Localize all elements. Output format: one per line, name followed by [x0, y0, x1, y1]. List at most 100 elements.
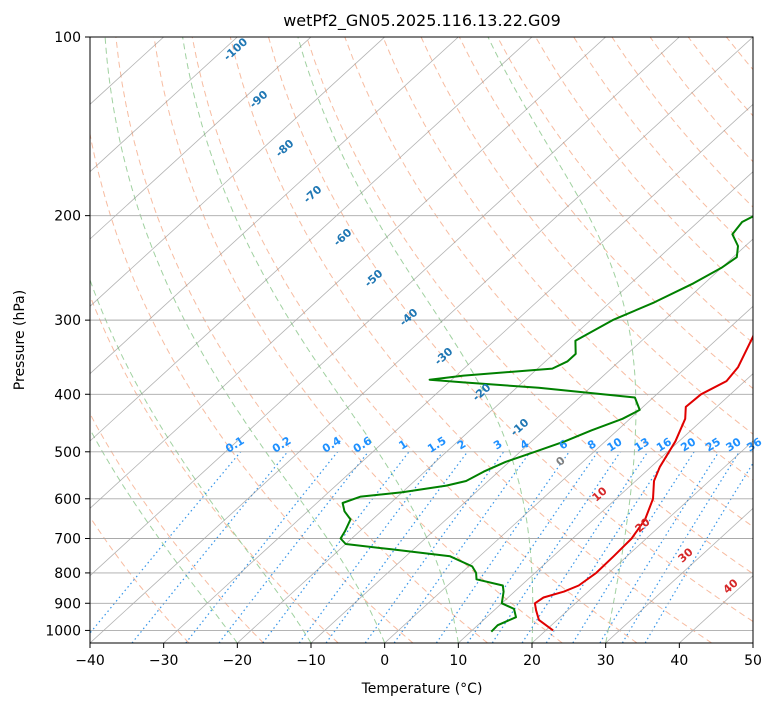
isotherm — [90, 37, 753, 643]
mixing-ratio-label: 1.5 — [425, 434, 448, 455]
mixing-ratio-line — [185, 451, 339, 643]
mixing-ratio-label: 8 — [585, 437, 598, 452]
y-tick-label: 1000 — [45, 623, 81, 639]
dry-adiabat — [573, 37, 753, 254]
dry-adiabat — [458, 37, 753, 390]
mixing-ratio-line — [521, 451, 649, 643]
mixing-ratio-line — [491, 451, 621, 643]
dry-adiabat — [306, 37, 753, 575]
y-tick-label: 200 — [54, 209, 81, 225]
moist-adiabat — [104, 37, 386, 643]
y-tick-label: 500 — [54, 445, 81, 461]
isotherm — [90, 37, 606, 509]
dry-adiabat — [765, 37, 775, 643]
x-tick-label: 0 — [380, 653, 389, 669]
dry-adiabat — [153, 37, 563, 643]
isotherm — [752, 642, 753, 643]
isotherm — [458, 373, 753, 643]
x-tick-label: 30 — [597, 653, 615, 669]
isotherm-label: 30 — [676, 545, 696, 565]
dry-adiabat — [191, 37, 638, 643]
isotherm-label: 10 — [590, 484, 610, 504]
x-tick-label: −10 — [296, 653, 326, 669]
isotherm — [310, 238, 753, 643]
dry-adiabat — [90, 412, 264, 643]
x-tick-label: −30 — [149, 653, 179, 669]
isotherm — [163, 103, 753, 643]
dry-adiabat — [90, 294, 339, 643]
mixing-ratio-label: 0.6 — [351, 434, 375, 456]
dry-adiabat — [115, 37, 488, 643]
dry-adiabat — [90, 516, 190, 643]
plot-frame — [89, 36, 754, 644]
isotherm — [90, 37, 680, 577]
isotherm-label: -50 — [362, 267, 386, 290]
x-axis-label: Temperature (°C) — [361, 681, 483, 697]
mixing-ratio-line — [599, 451, 720, 643]
dry-adiabat — [382, 37, 753, 481]
isotherm-label: -60 — [331, 226, 355, 249]
y-tick-label: 100 — [54, 30, 81, 46]
dewpoint-profile — [339, 215, 753, 633]
moist-adiabat — [487, 37, 637, 643]
isotherm-label: -40 — [397, 306, 421, 329]
x-tick-label: 20 — [523, 653, 541, 669]
x-tick-label: 50 — [744, 653, 762, 669]
isotherm — [90, 37, 459, 375]
dry-adiabat — [496, 37, 753, 344]
moist-adiabat — [90, 428, 238, 643]
mixing-ratio-label: 0.2 — [270, 434, 293, 455]
mixing-ratio-line — [393, 451, 531, 643]
isotherm — [90, 37, 312, 240]
isotherm-label: -70 — [301, 183, 325, 206]
y-tick-label: 800 — [54, 566, 81, 582]
isotherm — [90, 37, 385, 307]
moist-adiabat — [182, 37, 459, 643]
isotherm — [90, 37, 238, 173]
x-tick-label: 10 — [449, 653, 467, 669]
isotherm-label: -80 — [273, 137, 297, 160]
y-axis-label: Pressure (hPa) — [12, 290, 28, 390]
dry-adiabat — [687, 37, 753, 117]
y-tick-label: 300 — [54, 313, 81, 329]
mixing-ratio-line — [621, 451, 740, 643]
isotherm — [605, 507, 753, 643]
dry-adiabat — [229, 37, 712, 643]
isotherm-label: 40 — [721, 576, 741, 596]
y-tick-label: 400 — [54, 387, 81, 403]
isotherm — [531, 440, 753, 643]
isotherm — [384, 305, 753, 643]
y-tick-label: 700 — [54, 532, 81, 548]
mixing-ratio-label: 4 — [518, 437, 532, 452]
x-tick-label: 40 — [670, 653, 688, 669]
temperature-profile — [533, 333, 753, 632]
mixing-ratio-line — [435, 451, 570, 643]
moist-adiabat — [297, 37, 534, 643]
mixing-ratio-label: 1 — [396, 437, 409, 452]
dry-adiabat — [649, 37, 753, 163]
x-tick-label: −20 — [223, 653, 253, 669]
mixing-ratio-line — [466, 451, 599, 643]
moist-adiabat — [90, 278, 312, 643]
mixing-ratio-line — [90, 451, 242, 634]
mixing-ratio-label: 0.1 — [223, 434, 246, 455]
y-tick-label: 600 — [54, 492, 81, 508]
isotherm — [90, 37, 533, 442]
mixing-ratio-label: 2 — [455, 437, 468, 452]
x-tick-label: −40 — [75, 653, 105, 669]
mixing-ratio-line — [262, 451, 410, 643]
isotherm — [237, 171, 753, 643]
dry-adiabat — [420, 37, 753, 435]
dry-adiabat — [535, 37, 753, 299]
isotherm-label: 0 — [553, 454, 568, 469]
mixing-ratio-line — [131, 451, 289, 643]
mixing-ratio-label: 3 — [491, 437, 504, 452]
dry-adiabat — [268, 37, 753, 623]
chart-title: wetPf2_GN05.2025.116.13.22.G09 — [283, 11, 561, 31]
mixing-ratio-line — [545, 451, 671, 643]
mixing-ratio-line — [572, 451, 695, 643]
isotherm-label: -10 — [508, 416, 532, 439]
y-tick-label: 900 — [54, 596, 81, 612]
mixing-ratio-line — [218, 451, 369, 643]
